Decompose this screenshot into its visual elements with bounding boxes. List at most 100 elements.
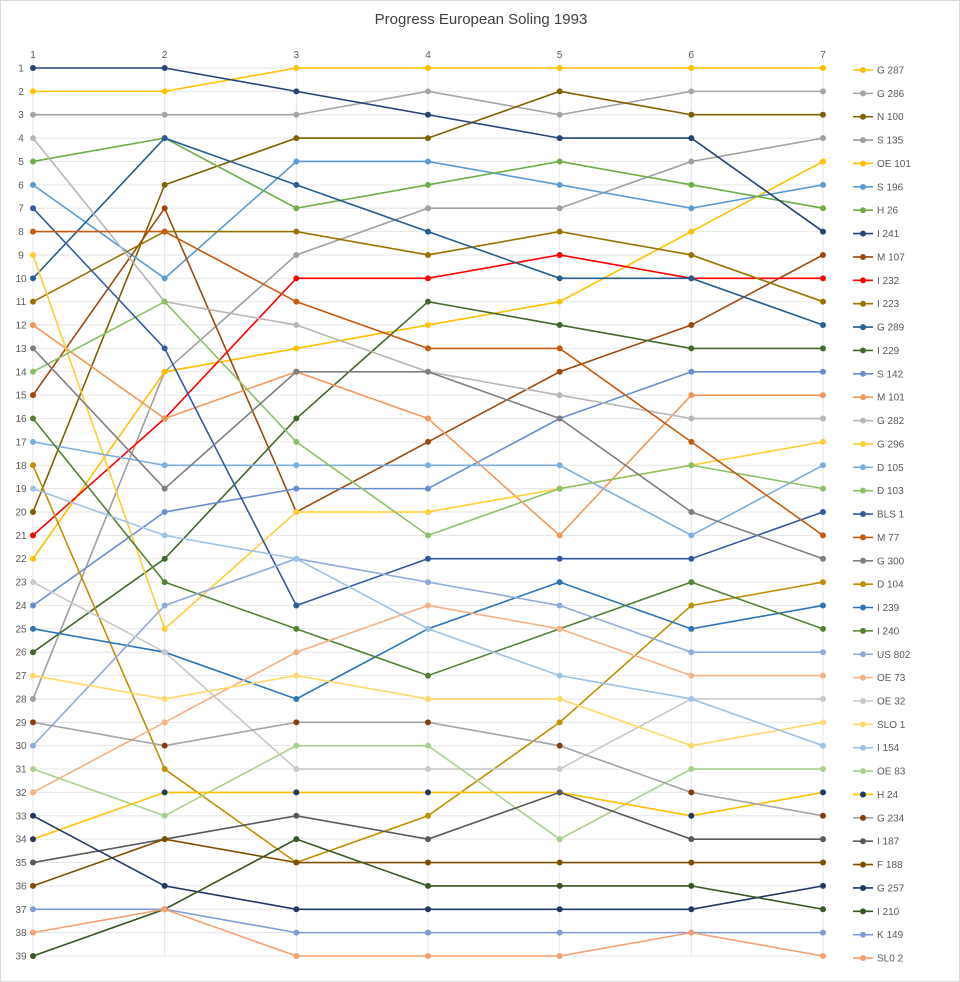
y-tick-label: 22	[15, 554, 27, 565]
data-point	[820, 485, 826, 492]
legend-swatch-marker	[860, 394, 866, 401]
y-tick-label: 36	[15, 881, 27, 892]
data-point	[293, 649, 300, 656]
legend-label: SLO 1	[877, 720, 906, 731]
legend-label: G 296	[877, 439, 905, 450]
legend-swatch-marker	[860, 90, 866, 97]
data-point	[688, 368, 695, 375]
data-point	[820, 579, 826, 586]
data-point	[556, 906, 563, 913]
data-point	[688, 181, 695, 188]
data-point	[425, 882, 431, 889]
data-point	[293, 181, 300, 188]
data-point	[293, 368, 300, 375]
legend-label: BLS 1	[877, 510, 905, 521]
data-point	[425, 859, 431, 866]
data-point	[30, 953, 36, 959]
data-point	[425, 672, 431, 679]
y-tick-label: 13	[15, 344, 27, 355]
data-point	[293, 929, 300, 936]
data-point	[425, 88, 431, 95]
data-point	[161, 742, 168, 749]
data-point	[30, 649, 36, 656]
data-point	[161, 509, 168, 515]
data-point	[30, 88, 36, 95]
data-point	[820, 789, 826, 796]
data-point	[820, 368, 826, 375]
legend-label: I 187	[877, 837, 900, 848]
legend-swatch-marker	[860, 347, 866, 354]
legend-label: G 300	[877, 556, 905, 567]
legend-swatch-marker	[860, 417, 866, 424]
legend-swatch-marker	[860, 207, 866, 214]
data-point	[161, 415, 168, 422]
data-point	[293, 88, 300, 95]
x-tick-label: 1	[30, 50, 36, 61]
data-point	[293, 742, 300, 749]
data-point	[30, 228, 36, 235]
y-tick-label: 1	[18, 64, 24, 75]
data-point	[556, 859, 563, 866]
data-point	[425, 812, 431, 819]
data-point	[30, 695, 36, 702]
data-point	[161, 882, 168, 889]
data-point	[556, 695, 563, 702]
legend-label: G 234	[877, 813, 905, 824]
data-point	[820, 602, 826, 609]
data-point	[820, 555, 826, 562]
y-tick-label: 18	[15, 461, 27, 472]
legend-swatch-marker	[860, 955, 866, 962]
y-tick-label: 5	[18, 157, 24, 168]
data-point	[556, 322, 563, 329]
y-tick-label: 30	[15, 741, 27, 752]
data-point	[820, 322, 826, 329]
legend-label: I 241	[877, 229, 900, 240]
legend-label: G 289	[877, 323, 905, 334]
data-point	[556, 368, 563, 375]
data-point	[30, 368, 36, 375]
data-point	[293, 205, 300, 212]
data-point	[161, 485, 168, 492]
data-point	[820, 509, 826, 515]
data-point	[425, 509, 431, 515]
legend-swatch-marker	[860, 183, 866, 190]
data-point	[425, 719, 431, 726]
data-point	[293, 555, 300, 562]
data-point	[293, 485, 300, 492]
data-point	[293, 906, 300, 913]
data-point	[293, 415, 300, 422]
y-tick-label: 26	[15, 648, 27, 659]
data-point	[425, 251, 431, 258]
data-point	[293, 322, 300, 329]
data-point	[556, 485, 563, 492]
data-point	[556, 766, 563, 773]
data-point	[820, 742, 826, 749]
y-tick-label: 8	[18, 227, 24, 238]
legend-swatch-marker	[860, 230, 866, 237]
data-point	[556, 158, 563, 165]
data-point	[161, 345, 168, 352]
data-point	[161, 579, 168, 586]
data-point	[820, 111, 826, 118]
data-point	[161, 65, 168, 71]
y-tick-label: 38	[15, 928, 27, 939]
legend-label: H 26	[877, 206, 899, 217]
y-tick-label: 17	[15, 437, 27, 448]
y-tick-label: 14	[15, 367, 27, 378]
data-point	[425, 415, 431, 422]
x-tick-label: 6	[689, 50, 695, 61]
data-point	[161, 789, 168, 796]
data-point	[820, 766, 826, 773]
legend-label: OE 83	[877, 767, 906, 778]
legend-label: F 188	[877, 860, 903, 871]
data-point	[30, 929, 36, 936]
legend-swatch-marker	[860, 581, 866, 588]
y-tick-label: 31	[15, 765, 27, 776]
data-point	[425, 345, 431, 352]
data-point	[820, 228, 826, 235]
legend-swatch-marker	[860, 253, 866, 260]
data-point	[161, 602, 168, 609]
data-point	[425, 275, 431, 282]
data-point	[425, 602, 431, 609]
